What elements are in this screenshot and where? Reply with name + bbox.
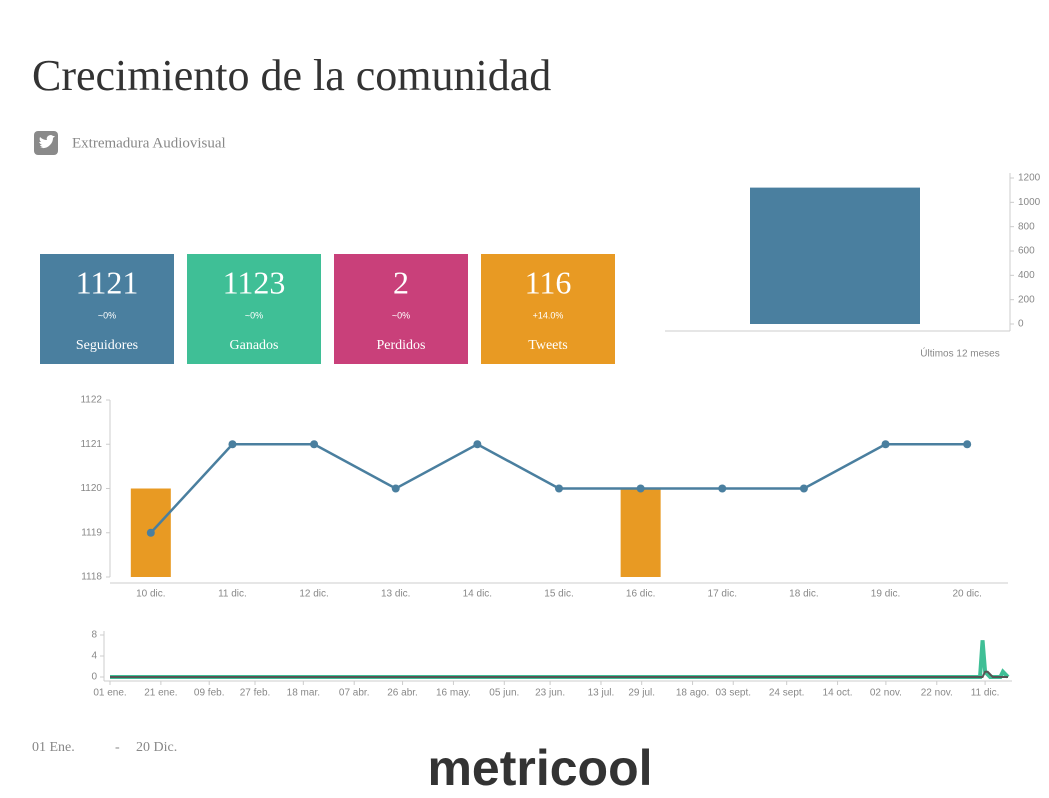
kpi-card bbox=[334, 254, 468, 364]
y-tick-label: 200 bbox=[1018, 294, 1035, 305]
bar bbox=[620, 488, 661, 577]
x-tick-label: 16 dic. bbox=[626, 589, 655, 600]
bar bbox=[750, 187, 920, 324]
twitter-bird bbox=[39, 135, 55, 149]
x-axis-label: Últimos 12 meses bbox=[920, 347, 999, 360]
kpi-value: 1121 bbox=[76, 264, 139, 300]
point bbox=[391, 484, 400, 493]
x-tick-label: 11 dic. bbox=[971, 688, 1000, 699]
kpi-label: Ganados bbox=[230, 338, 279, 353]
x-tick-label: 24 sept. bbox=[769, 688, 805, 699]
x-tick-label: 15 dic. bbox=[544, 589, 573, 600]
point bbox=[555, 484, 563, 493]
y-tick-label: 400 bbox=[1018, 270, 1035, 281]
kpi-change: ~0% bbox=[245, 310, 263, 320]
kpi-card bbox=[187, 254, 321, 364]
kpi-label: Tweets bbox=[528, 338, 567, 353]
x-tick-label: 23 jun. bbox=[535, 688, 565, 699]
kpi-label: Seguidores bbox=[76, 338, 138, 353]
x-tick-label: 18 mar. bbox=[287, 688, 320, 699]
kpi-value: 116 bbox=[525, 264, 572, 300]
x-tick-label: 26 abr. bbox=[387, 688, 418, 699]
x-tick-label: 13 jul. bbox=[588, 688, 615, 699]
y-tick-label: 0 bbox=[91, 672, 97, 683]
x-tick-label: 20 dic. bbox=[952, 589, 981, 600]
y-tick-label: 600 bbox=[1018, 246, 1035, 257]
point bbox=[799, 484, 808, 493]
logo: metricool bbox=[427, 740, 652, 796]
y-tick-label: 8 bbox=[91, 630, 97, 641]
point bbox=[228, 440, 237, 449]
line bbox=[110, 640, 1010, 679]
kpi-label: Perdidos bbox=[377, 338, 426, 353]
account-name: Extremadura Audiovisual bbox=[72, 135, 226, 151]
kpi-change: ~0% bbox=[392, 310, 410, 320]
point bbox=[881, 440, 890, 449]
x-tick-label: 22 nov. bbox=[921, 688, 953, 699]
x-tick-label: 21 ene. bbox=[144, 688, 177, 699]
x-tick-label: 18 dic. bbox=[789, 589, 818, 600]
y-tick-label: 1120 bbox=[80, 483, 102, 494]
y-tick-label: 1121 bbox=[80, 439, 102, 450]
x-tick-label: 29 jul. bbox=[628, 688, 655, 699]
x-tick-label: 16 may. bbox=[436, 688, 471, 699]
report-title: Crecimiento de la comunidad bbox=[32, 51, 551, 100]
kpi-card bbox=[40, 254, 174, 364]
x-tick-label: 13 dic. bbox=[381, 589, 410, 600]
y-tick-label: 1122 bbox=[80, 395, 102, 406]
y-tick-label: 4 bbox=[91, 651, 97, 662]
point bbox=[963, 440, 972, 449]
x-tick-label: 14 dic. bbox=[463, 589, 492, 600]
x-tick-label: 02 nov. bbox=[870, 688, 902, 699]
date-start: 01 Ene. bbox=[32, 740, 75, 755]
x-tick-label: 01 ene. bbox=[93, 688, 126, 699]
y-tick-label: 1118 bbox=[81, 572, 102, 583]
point bbox=[636, 484, 645, 493]
x-tick-label: 18 ago. bbox=[676, 688, 709, 699]
y-tick-label: 1000 bbox=[1018, 197, 1041, 208]
kpi-value: 2 bbox=[393, 264, 409, 300]
y-tick-label: 800 bbox=[1018, 221, 1035, 232]
y-tick-label: 0 bbox=[1018, 319, 1024, 330]
x-tick-label: 07 abr. bbox=[339, 688, 370, 699]
kpi-card bbox=[481, 254, 615, 364]
kpi-change: +14.0% bbox=[533, 310, 564, 320]
x-tick-label: 11 dic. bbox=[218, 589, 247, 600]
x-tick-label: 17 dic. bbox=[708, 589, 737, 600]
x-tick-label: 12 dic. bbox=[299, 589, 328, 600]
line bbox=[110, 670, 1008, 678]
x-tick-label: 19 dic. bbox=[871, 589, 900, 600]
point bbox=[146, 528, 155, 537]
date-separator: - bbox=[115, 740, 120, 755]
y-tick-label: 1119 bbox=[81, 527, 102, 538]
x-tick-label: 03 sept. bbox=[715, 688, 751, 699]
x-tick-label: 10 dic. bbox=[136, 589, 165, 600]
x-tick-label: 05 jun. bbox=[489, 688, 519, 699]
x-tick-label: 09 feb. bbox=[194, 688, 225, 699]
date-end: 20 Dic. bbox=[136, 740, 177, 755]
point bbox=[310, 440, 319, 449]
x-tick-label: 14 oct. bbox=[823, 688, 853, 699]
kpi-change: ~0% bbox=[98, 310, 116, 320]
point bbox=[718, 484, 727, 493]
x-tick-label: 27 feb. bbox=[240, 688, 271, 699]
point bbox=[473, 440, 482, 449]
kpi-value: 1123 bbox=[223, 264, 286, 300]
y-tick-label: 1200 bbox=[1018, 173, 1041, 184]
